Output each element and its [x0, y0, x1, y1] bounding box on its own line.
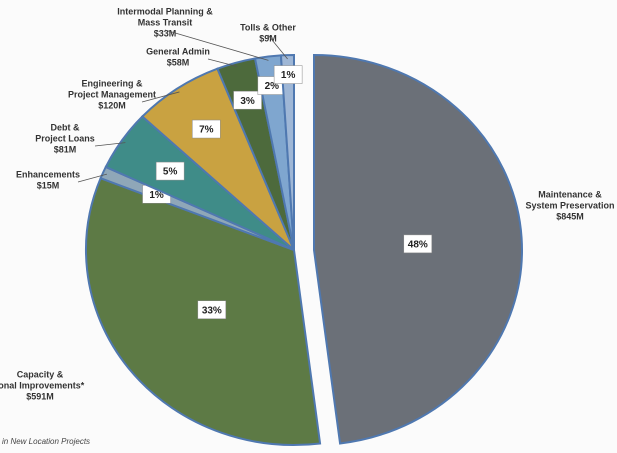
- callout-amount: $33M: [154, 28, 177, 38]
- percent-box: [403, 234, 433, 254]
- percent-label: 7%: [199, 125, 214, 136]
- callout-amount: $15M: [37, 180, 60, 190]
- percent-box: [273, 65, 303, 84]
- percent-box: [233, 90, 262, 110]
- pie-slice: [279, 53, 295, 251]
- percent-label: 48%: [408, 240, 428, 251]
- percent-box: [197, 300, 227, 320]
- percent-box: [155, 161, 185, 181]
- callout-label: Mass Transit: [138, 17, 193, 27]
- callout-label: Enhancements: [16, 169, 80, 179]
- percent-label: 2%: [265, 81, 280, 92]
- callout-label: Engineering &: [81, 78, 143, 88]
- callout-label: System Preservation: [525, 200, 614, 210]
- callout-label: Capacity &: [17, 369, 64, 379]
- callout-amount: $845M: [556, 211, 584, 221]
- leader-line: [94, 142, 126, 147]
- callout-label: Project Loans: [35, 133, 95, 143]
- leader-line: [164, 29, 269, 61]
- callout-label: Intermodal Planning &: [117, 6, 213, 16]
- percent-label: 1%: [149, 190, 164, 201]
- leader-line: [77, 173, 108, 183]
- callout-label: Project Management: [68, 89, 156, 99]
- percent-label: 33%: [202, 305, 222, 316]
- percent-label: 5%: [163, 167, 178, 178]
- callout-amount: $58M: [167, 57, 190, 67]
- callout-amount: $81M: [54, 144, 77, 154]
- callout-amount: $591M: [26, 391, 54, 401]
- percent-label: 1%: [281, 70, 296, 81]
- callout-amount: $9M: [259, 33, 277, 43]
- callout-label: Debt &: [51, 122, 81, 132]
- callout-label: General Admin: [146, 46, 210, 56]
- leader-line: [141, 91, 180, 103]
- callout-amount: $120M: [98, 100, 126, 110]
- callout-label: ional Improvements*: [0, 380, 85, 390]
- percent-box: [192, 119, 221, 139]
- leader-line: [207, 58, 238, 67]
- footnote: in New Location Projects: [2, 437, 90, 446]
- percent-label: 3%: [240, 96, 255, 107]
- callout-label: Tolls & Other: [240, 22, 296, 32]
- callout-label: Maintenance &: [538, 189, 602, 199]
- leader-line: [267, 34, 288, 60]
